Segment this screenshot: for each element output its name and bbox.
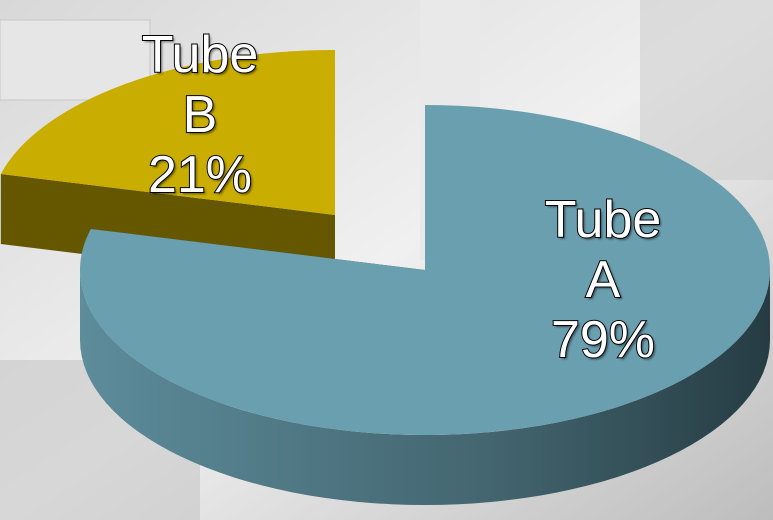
value-label: 79% [513, 310, 693, 370]
value-label: 21% [110, 145, 290, 205]
category-label: Tube A [533, 190, 673, 310]
page: {"chart_data": {"type": "pie", "categori… [0, 0, 773, 520]
category-label: Tube B [130, 25, 270, 145]
